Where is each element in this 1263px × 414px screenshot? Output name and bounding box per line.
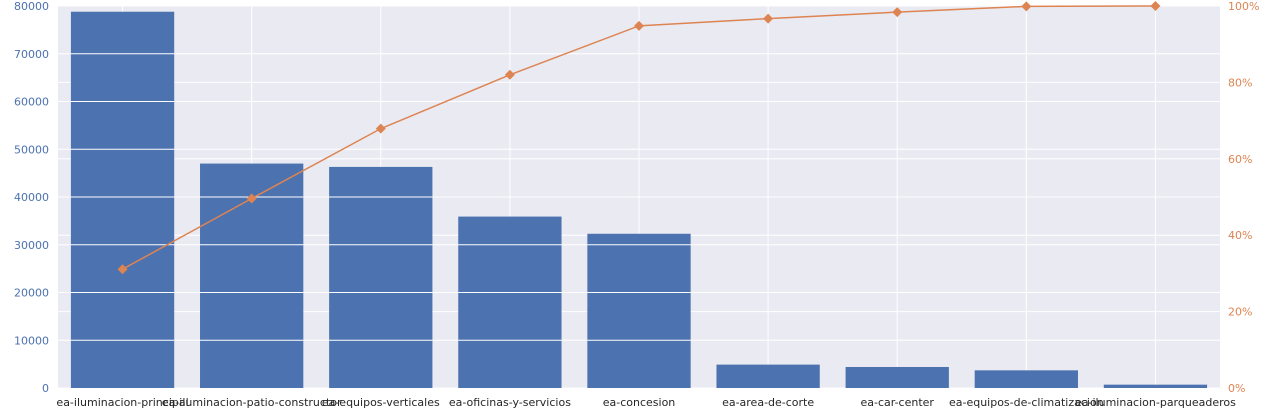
right-tick-label-5: 100% [1228,0,1259,13]
cumulative-marker-7 [1021,1,1032,12]
right-tick-label-3: 60% [1228,153,1252,166]
x-tick-label-2: ea-equipos-verticales [322,396,440,409]
x-tick-label-4: ea-concesion [603,396,676,409]
left-tick-label-5: 50000 [14,143,49,156]
left-tick-label-8: 80000 [14,0,49,13]
cumulative-marker-8 [1150,1,1161,11]
left-tick-label-6: 60000 [14,96,49,109]
bar-ea-area-de-corte [716,364,820,388]
cumulative-marker-3 [504,69,515,80]
cumulative-marker-4 [634,20,644,31]
x-tick-label-5: ea-area-de-corte [722,396,814,409]
bar-ea-equipos-de-climatizacion [974,370,1078,388]
right-tick-label-2: 40% [1228,229,1252,242]
x-tick-label-8: ea-iluminacion-parqueaderos [1075,396,1236,409]
left-tick-label-4: 40000 [14,191,49,204]
right-axis-ticks: 0% 20% 40% 60% 80% 100% [1228,0,1259,395]
right-tick-label-4: 80% [1228,76,1252,89]
bar-ea-car-center [845,366,949,388]
left-tick-label-7: 70000 [14,48,49,61]
x-tick-label-6: ea-car-center [860,396,934,409]
left-tick-label-2: 20000 [14,287,49,300]
bar-ea-oficinas-y-servicios [458,216,562,388]
cumulative-line-series [117,1,1161,275]
cumulative-marker-5 [763,13,774,24]
right-tick-label-0: 0% [1228,382,1245,395]
x-tick-label-0: ea-iluminacion-principal [56,396,188,409]
cumulative-marker-1 [246,193,257,204]
x-tick-label-7: ea-equipos-de-climatizacion [949,396,1104,409]
left-tick-label-3: 30000 [14,239,49,252]
bar-series [70,11,1208,388]
left-axis-grid-overlay [70,53,691,341]
left-axis-ticks: 0 10000 20000 30000 40000 50000 60000 70000 8000… [14,0,49,395]
bar-ea-concesion [587,233,691,388]
bar-ea-equipos-verticales [329,166,433,388]
cumulative-marker-0 [117,264,128,275]
x-axis-ticks: ea-iluminacion-principalea-iluminacion-p… [56,396,1236,409]
left-tick-label-1: 10000 [14,334,49,347]
left-tick-label-0: 0 [42,382,49,395]
x-tick-label-3: ea-oficinas-y-servicios [449,396,571,409]
x-tick-label-1: ea-iluminacion-patio-constructor [162,396,342,409]
bar-ea-iluminacion-principal [70,11,175,388]
bar-ea-iluminacion-parqueaderos [1103,384,1208,388]
cumulative-marker-6 [892,7,903,18]
cumulative-marker-2 [375,123,386,134]
right-tick-label-1: 20% [1228,306,1252,319]
